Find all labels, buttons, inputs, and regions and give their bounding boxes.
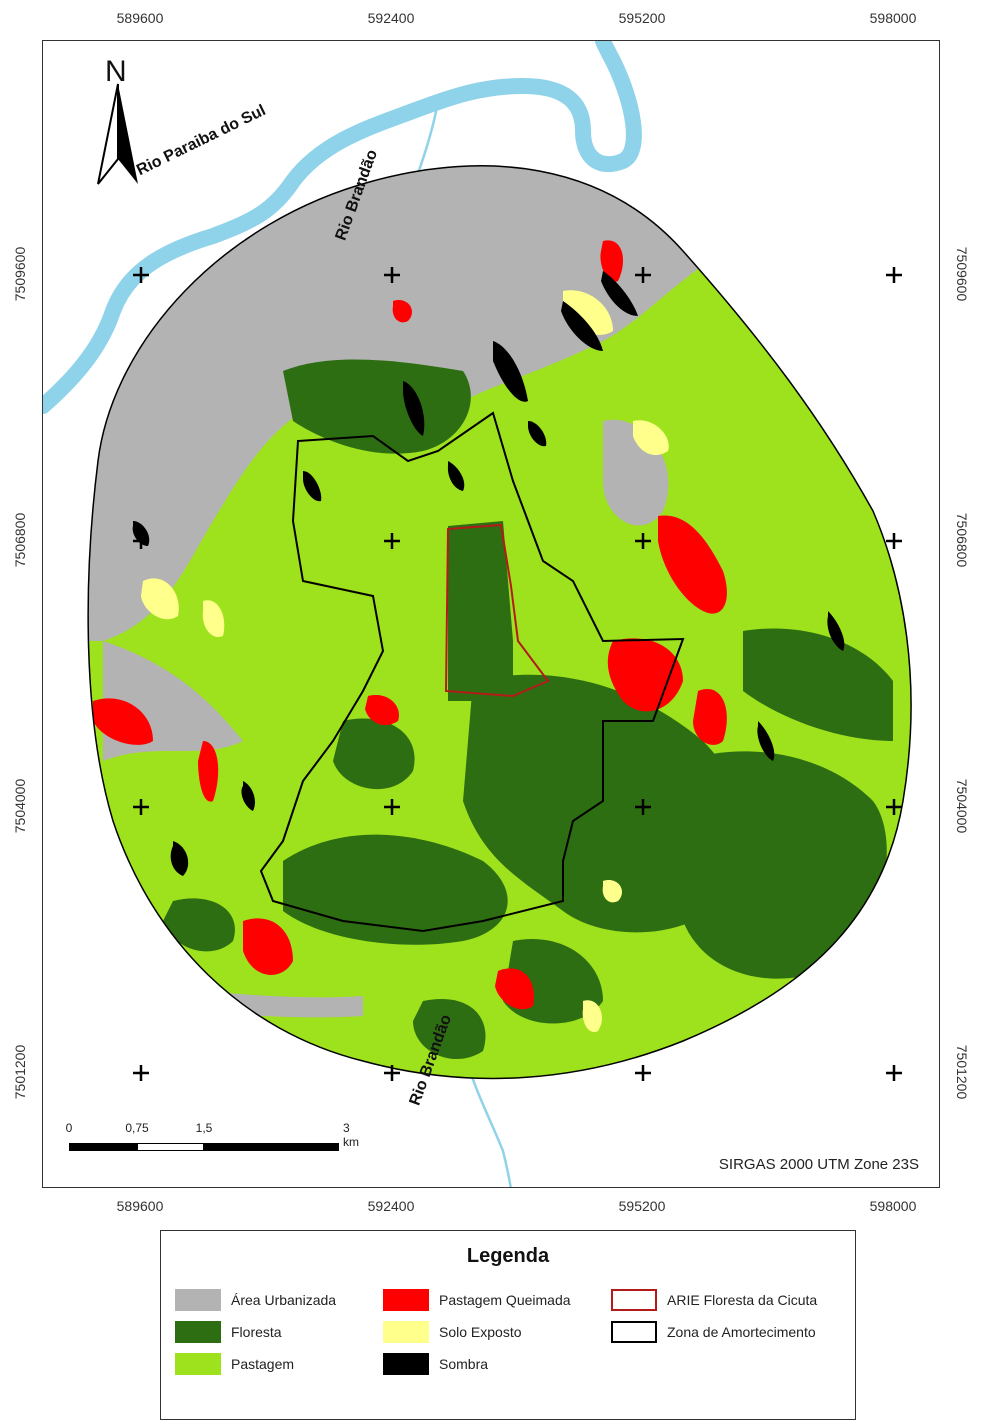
legend-item-pasture: Pastagem <box>175 1353 294 1375</box>
y-coord-left-1: 7509600 <box>12 246 28 302</box>
legend-item-buffer: Zona de Amortecimento <box>611 1321 816 1343</box>
scale-label-0: 0 <box>65 1121 73 1135</box>
y-coord-left-3: 7504000 <box>12 778 28 834</box>
y-coord-right-2: 7506800 <box>954 512 970 568</box>
legend: Legenda Área Urbanizada Floresta Pastage… <box>160 1230 856 1420</box>
y-coord-left-2: 7506800 <box>12 512 28 568</box>
north-arrow-icon <box>97 83 138 185</box>
y-coord-left-4: 7501200 <box>12 1044 28 1100</box>
buffer-outline <box>87 165 912 1080</box>
x-coord-bottom-4: 598000 <box>869 1198 917 1214</box>
map-frame: N Rio Paraiba do Sul Rio Brandão Rio Bra… <box>42 40 940 1188</box>
x-coord-top-2: 592400 <box>367 10 415 26</box>
legend-item-shadow: Sombra <box>383 1353 488 1375</box>
y-coord-right-4: 7501200 <box>954 1044 970 1100</box>
datum-label: SIRGAS 2000 UTM Zone 23S <box>718 1156 919 1173</box>
zona-amortecimento-outline <box>259 411 685 933</box>
scale-bar: 0 0,75 1,5 3 km <box>65 1121 359 1161</box>
legend-item-burned: Pastagem Queimada <box>383 1289 571 1311</box>
y-coord-right-3: 7504000 <box>954 778 970 834</box>
scale-label-3km: 3 km <box>343 1121 359 1149</box>
x-coord-bottom-1: 589600 <box>116 1198 164 1214</box>
land-use-map <box>43 41 912 1187</box>
x-coord-top-3: 595200 <box>618 10 666 26</box>
x-coord-top-1: 589600 <box>116 10 164 26</box>
x-coord-bottom-3: 595200 <box>618 1198 666 1214</box>
legend-item-arie: ARIE Floresta da Cicuta <box>611 1289 817 1311</box>
y-coord-right-1: 7509600 <box>954 246 970 302</box>
x-coord-bottom-2: 592400 <box>367 1198 415 1214</box>
legend-item-forest: Floresta <box>175 1321 282 1343</box>
arie-outline <box>444 523 550 698</box>
north-label: N <box>105 55 127 88</box>
legend-item-urban: Área Urbanizada <box>175 1289 336 1311</box>
legend-title: Legenda <box>466 1245 550 1267</box>
grid-crosses <box>133 267 902 1081</box>
legend-item-bare-soil: Solo Exposto <box>383 1321 522 1343</box>
x-coord-top-4: 598000 <box>869 10 917 26</box>
scale-label-075: 0,75 <box>125 1121 149 1135</box>
scale-label-15: 1,5 <box>195 1121 213 1135</box>
